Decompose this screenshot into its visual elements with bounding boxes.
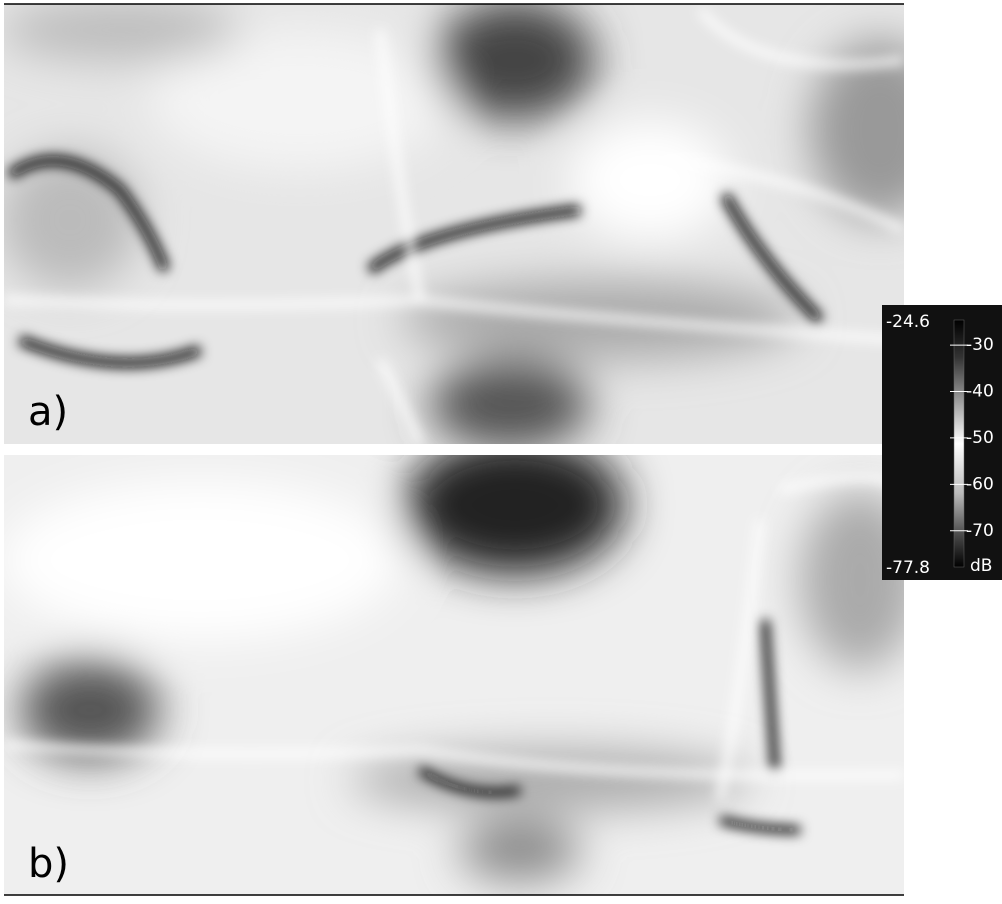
colorbar-tick-label: -70 — [966, 521, 994, 541]
colorbar-max: -24.6 — [886, 312, 930, 332]
panel-label: b) — [28, 841, 69, 887]
colorbar-tick-label: -40 — [966, 382, 994, 402]
panel-a-field — [4, 4, 904, 444]
panel-label: a) — [28, 389, 68, 435]
colorbar-tick-label: -50 — [966, 428, 994, 448]
colorbar-min: -77.8 — [886, 558, 930, 578]
colorbar-tick-label: -60 — [966, 474, 994, 494]
colorbar-box — [882, 305, 1002, 580]
colorbar-ramp — [953, 319, 965, 568]
panel-b-field — [4, 455, 904, 895]
colorbar-unit: dB — [970, 556, 992, 576]
colorbar-tick-label: -30 — [966, 335, 994, 355]
